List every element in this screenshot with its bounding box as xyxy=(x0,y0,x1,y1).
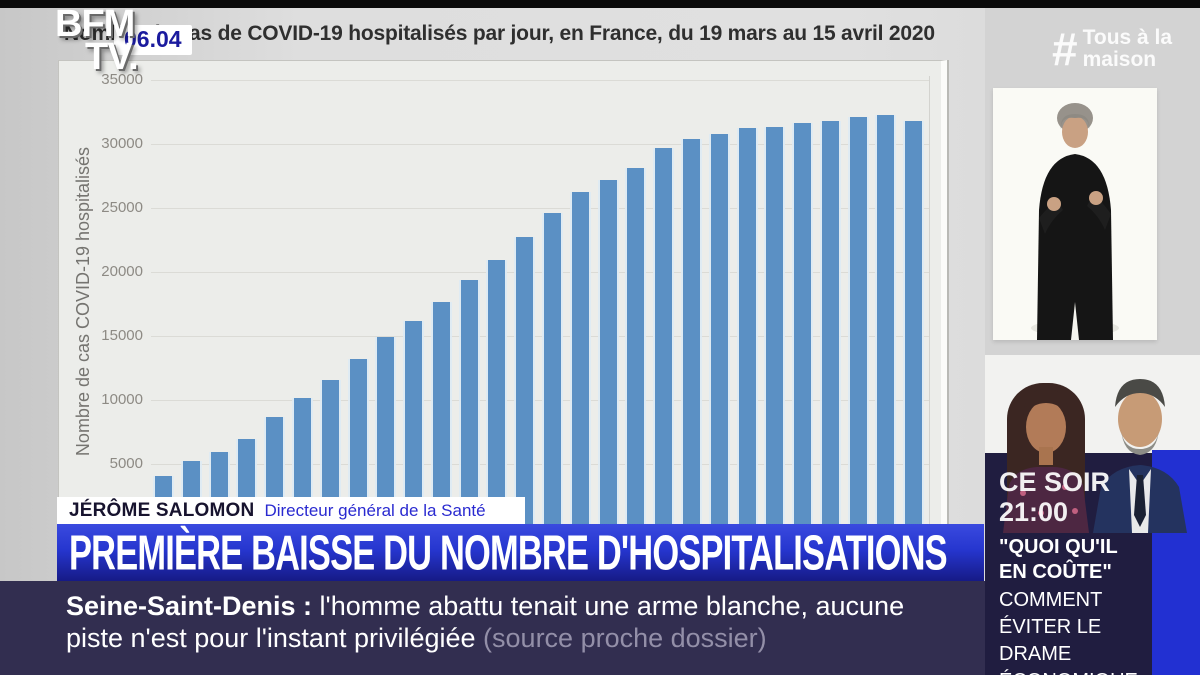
chart-bar xyxy=(599,180,617,528)
gridline xyxy=(151,464,929,465)
gridline xyxy=(151,400,929,401)
bfmtv-logo-line2: TV. xyxy=(85,36,139,79)
headline-text: PREMIÈRE BAISSE DU NOMBRE D'HOSPITALISAT… xyxy=(69,524,948,580)
chart-panel: Nombre de cas COVID-19 hospitalisés 5000… xyxy=(58,60,947,580)
ticker-location: Seine-Saint-Denis : xyxy=(66,591,313,621)
headline-banner: PREMIÈRE BAISSE DU NOMBRE D'HOSPITALISAT… xyxy=(57,524,984,581)
gridline xyxy=(151,336,929,337)
gridline xyxy=(151,144,929,145)
y-tick-label: 25000 xyxy=(101,199,143,216)
chart-bar xyxy=(821,121,839,528)
promo-subtitle: COMMENT ÉVITER LE DRAME ÉCONOMIQUE ? xyxy=(999,589,1138,675)
chart-bar xyxy=(293,398,311,528)
clock: 06.04 xyxy=(114,25,192,55)
y-tick-label: 15000 xyxy=(101,327,143,344)
news-ticker: Seine-Saint-Denis : l'homme abattu tenai… xyxy=(0,581,985,675)
speaker-role: Directeur général de la Santé xyxy=(264,500,486,520)
chart-bar xyxy=(571,192,589,528)
hashtag-text: Tous à la maison xyxy=(1082,25,1173,71)
interpreter-figure xyxy=(1031,103,1119,340)
chart-bar xyxy=(321,380,339,528)
gridline xyxy=(151,80,929,81)
chart-bar xyxy=(349,359,367,528)
chart-bar xyxy=(877,115,895,528)
speaker-name: JÉRÔME SALOMON xyxy=(69,499,255,521)
chart-bar xyxy=(627,168,645,528)
gridline xyxy=(151,272,929,273)
promo-show-title: "QUOI QU'IL EN COÛTE" xyxy=(999,536,1118,584)
chart-bar xyxy=(738,128,756,528)
chart-bar xyxy=(405,321,423,528)
y-tick-label: 20000 xyxy=(101,263,143,280)
hashtag-tous-a-la-maison: # Tous à la maison xyxy=(1052,22,1172,76)
chart-bar xyxy=(460,280,478,528)
chart-title: Nombre de cas de COVID-19 hospitalisés p… xyxy=(64,22,935,45)
plot-area: 5000 10000 15000 20000 25000 30000 35000 xyxy=(101,71,930,528)
y-tick-label: 35000 xyxy=(101,71,143,88)
sign-language-interpreter-panel xyxy=(993,88,1157,340)
bfmtv-logo-line1: BFM xyxy=(55,3,135,45)
chart-bar xyxy=(794,123,812,528)
ticker-text: Seine-Saint-Denis : l'homme abattu tenai… xyxy=(66,590,946,655)
chart-bar xyxy=(516,237,534,528)
top-black-strip xyxy=(0,0,1200,8)
evening-show-promo: CE SOIR 21:00 "QUOI QU'IL EN COÛTE" COMM… xyxy=(985,355,1200,675)
hash-icon: # xyxy=(1052,23,1078,75)
chart-bar xyxy=(655,148,673,528)
y-tick-label: 30000 xyxy=(101,135,143,152)
y-tick-label: 10000 xyxy=(101,391,143,408)
promo-time: 21:00 xyxy=(999,497,1069,528)
chart-bar xyxy=(710,134,728,528)
chart-bar xyxy=(766,127,784,528)
promo-text-block: CE SOIR 21:00 "QUOI QU'IL EN COÛTE" COMM… xyxy=(999,467,1149,675)
y-tick-label: 5000 xyxy=(109,455,143,472)
chart-bar xyxy=(544,213,561,528)
ticker-body: l'homme abattu tenait une arme blanche, … xyxy=(66,591,905,654)
chart-bar xyxy=(682,139,700,528)
chart-bar xyxy=(488,260,506,528)
bfmtv-logo: BFM TV. xyxy=(55,3,139,79)
promo-hosts-photo xyxy=(1003,379,1187,533)
ticker-source: (source proche dossier) xyxy=(483,623,767,654)
chart-bar xyxy=(905,121,923,528)
chart-bar xyxy=(849,117,867,528)
promo-when: CE SOIR xyxy=(999,467,1111,497)
gridline xyxy=(151,208,929,209)
chart-bar xyxy=(377,337,395,528)
chart-bar xyxy=(432,302,450,528)
speaker-banner: JÉRÔME SALOMON Directeur général de la S… xyxy=(57,497,525,524)
